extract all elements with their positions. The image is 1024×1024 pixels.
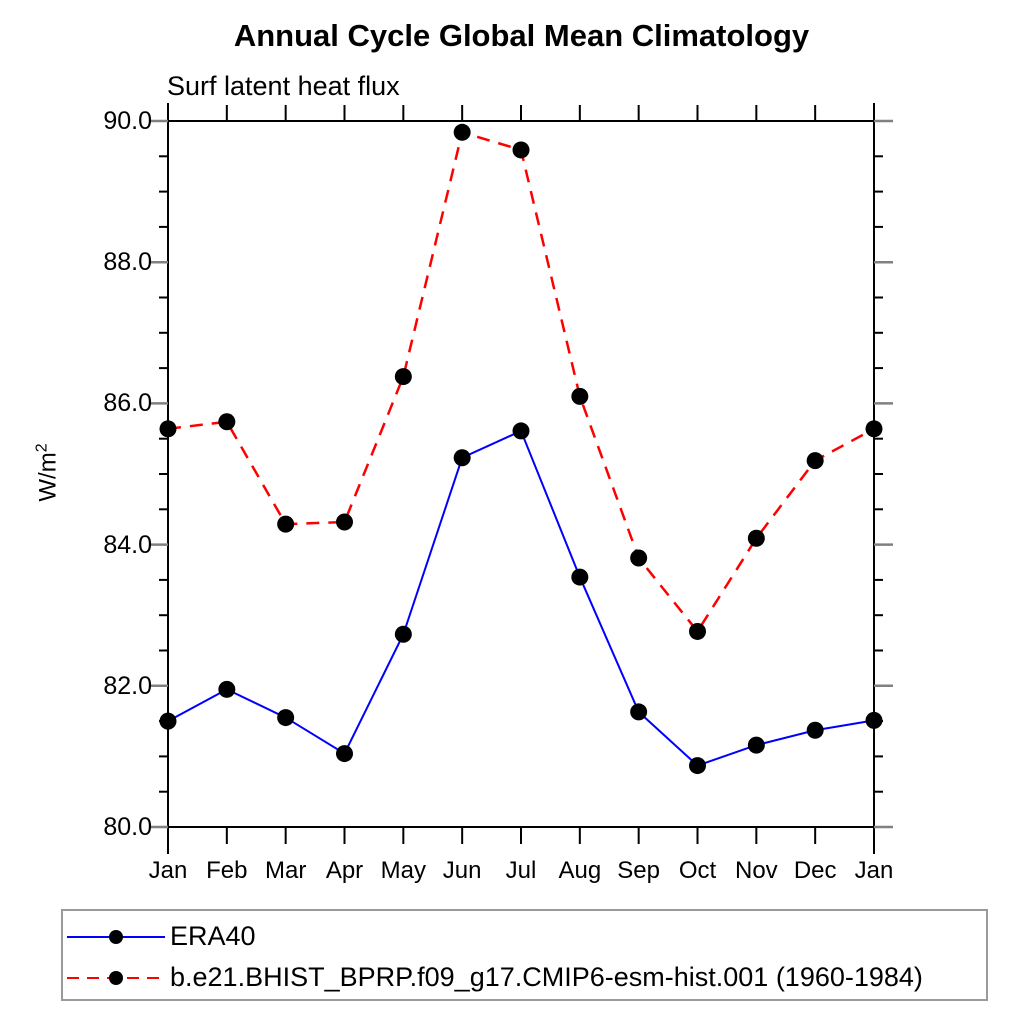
- legend: ERA40 b.e21.BHIST_BPRP.f09_g17.CMIP6-esm-…: [61, 909, 988, 1001]
- legend-label: b.e21.BHIST_BPRP.f09_g17.CMIP6-esm-hist.…: [170, 962, 923, 992]
- y-tick-label: 80.0: [103, 813, 152, 841]
- data-point: [512, 422, 530, 440]
- legend-line-sample: [67, 970, 165, 985]
- data-point: [689, 757, 706, 775]
- legend-line-sample: [67, 929, 165, 944]
- data-point: [689, 622, 706, 640]
- y-tick-label: 88.0: [103, 248, 152, 277]
- series-line-0: [167, 429, 875, 767]
- y-tick-label: 82.0: [103, 671, 152, 700]
- legend-label: ERA40: [170, 921, 256, 951]
- legend-marker: [109, 970, 123, 985]
- data-point: [630, 549, 648, 567]
- data-point: [218, 680, 236, 698]
- chart-title: Annual Cycle Global Mean Climatology: [233, 18, 810, 53]
- data-point: [277, 709, 295, 727]
- x-tick-label: Oct: [678, 857, 717, 884]
- x-tick-label: Jan: [148, 857, 188, 884]
- data-point: [394, 625, 412, 643]
- x-tick-label: Jun: [442, 857, 482, 884]
- x-tick-label: May: [380, 857, 426, 884]
- x-tick-label: Nov: [734, 857, 778, 884]
- chart-subtitle: Surf latent heat flux: [167, 71, 400, 101]
- data-point: [747, 736, 765, 754]
- series-line-1: [167, 130, 875, 634]
- x-tick-label: Dec: [793, 857, 837, 884]
- data-point: [218, 413, 236, 431]
- data-point: [865, 420, 883, 438]
- data-point: [865, 711, 883, 729]
- data-point: [453, 449, 471, 467]
- x-tick-label: Jul: [505, 857, 537, 884]
- data-point: [571, 387, 589, 405]
- data-point: [159, 420, 177, 438]
- plot-frame: [167, 120, 875, 828]
- y-tick-label: 90.0: [103, 107, 152, 135]
- data-point: [336, 513, 353, 531]
- x-tick-label: Jan: [854, 857, 894, 884]
- data-point: [806, 452, 824, 470]
- x-tick-label: Apr: [325, 857, 364, 884]
- data-point: [453, 123, 471, 141]
- x-tick-label: Sep: [617, 857, 660, 884]
- legend-marker: [109, 929, 123, 944]
- x-tick-label: Feb: [206, 857, 248, 884]
- data-point: [277, 515, 295, 533]
- legend-item: ERA40: [63, 916, 986, 957]
- data-point: [159, 712, 177, 730]
- x-tick-label: Aug: [558, 857, 602, 884]
- data-point: [394, 368, 412, 386]
- legend-item: b.e21.BHIST_BPRP.f09_g17.CMIP6-esm-hist.…: [63, 957, 986, 998]
- y-tick-label: 86.0: [103, 389, 152, 418]
- data-point: [806, 721, 824, 739]
- x-tick-label: Mar: [264, 857, 307, 884]
- data-point: [336, 745, 353, 763]
- data-point: [512, 141, 530, 159]
- y-tick-label: 84.0: [103, 530, 152, 559]
- data-point: [630, 703, 648, 721]
- data-point: [747, 529, 765, 547]
- data-point: [571, 568, 589, 586]
